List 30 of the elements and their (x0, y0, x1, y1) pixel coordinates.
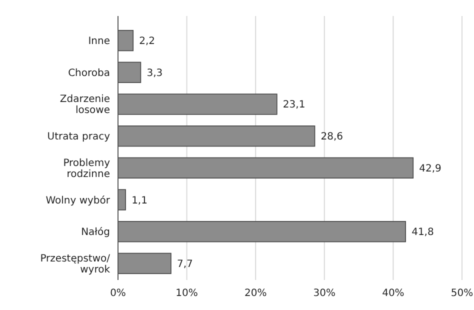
y-tick-label: Wolny wybór (46, 195, 111, 206)
y-tick-label: Problemy rodzinne (63, 158, 110, 180)
x-tick-label: 0% (110, 288, 126, 299)
bar (118, 30, 134, 52)
bar (118, 125, 316, 147)
x-tick-label: 50% (450, 288, 474, 299)
data-label: 41,8 (412, 227, 434, 238)
data-label: 2,2 (139, 36, 156, 48)
data-label: 28,6 (320, 132, 344, 143)
bar (118, 62, 142, 83)
x-tick-label: 30% (313, 288, 336, 299)
data-label: 42,9 (419, 163, 442, 174)
y-tick-label: Inne (88, 36, 110, 48)
data-label: 23,1 (282, 100, 306, 111)
bar (118, 221, 406, 242)
bar (118, 189, 126, 210)
data-label: 7,7 (176, 258, 193, 270)
y-tick-label: Utrata pracy (47, 132, 110, 143)
bar (118, 157, 414, 179)
bar (118, 94, 278, 115)
data-label: 1,1 (132, 195, 148, 206)
y-tick-label: Przestępstwo/ wyrok (40, 253, 111, 276)
y-tick-label: Choroba (68, 68, 110, 79)
bar (118, 252, 172, 274)
x-tick-label: 20% (244, 288, 267, 299)
y-tick-label: Zdarzenie losowe (60, 94, 110, 116)
data-label: 3,3 (146, 68, 163, 79)
y-tick-label: Nałóg (81, 227, 110, 238)
x-tick-label: 40% (382, 288, 404, 299)
x-tick-label: 10% (176, 288, 198, 299)
